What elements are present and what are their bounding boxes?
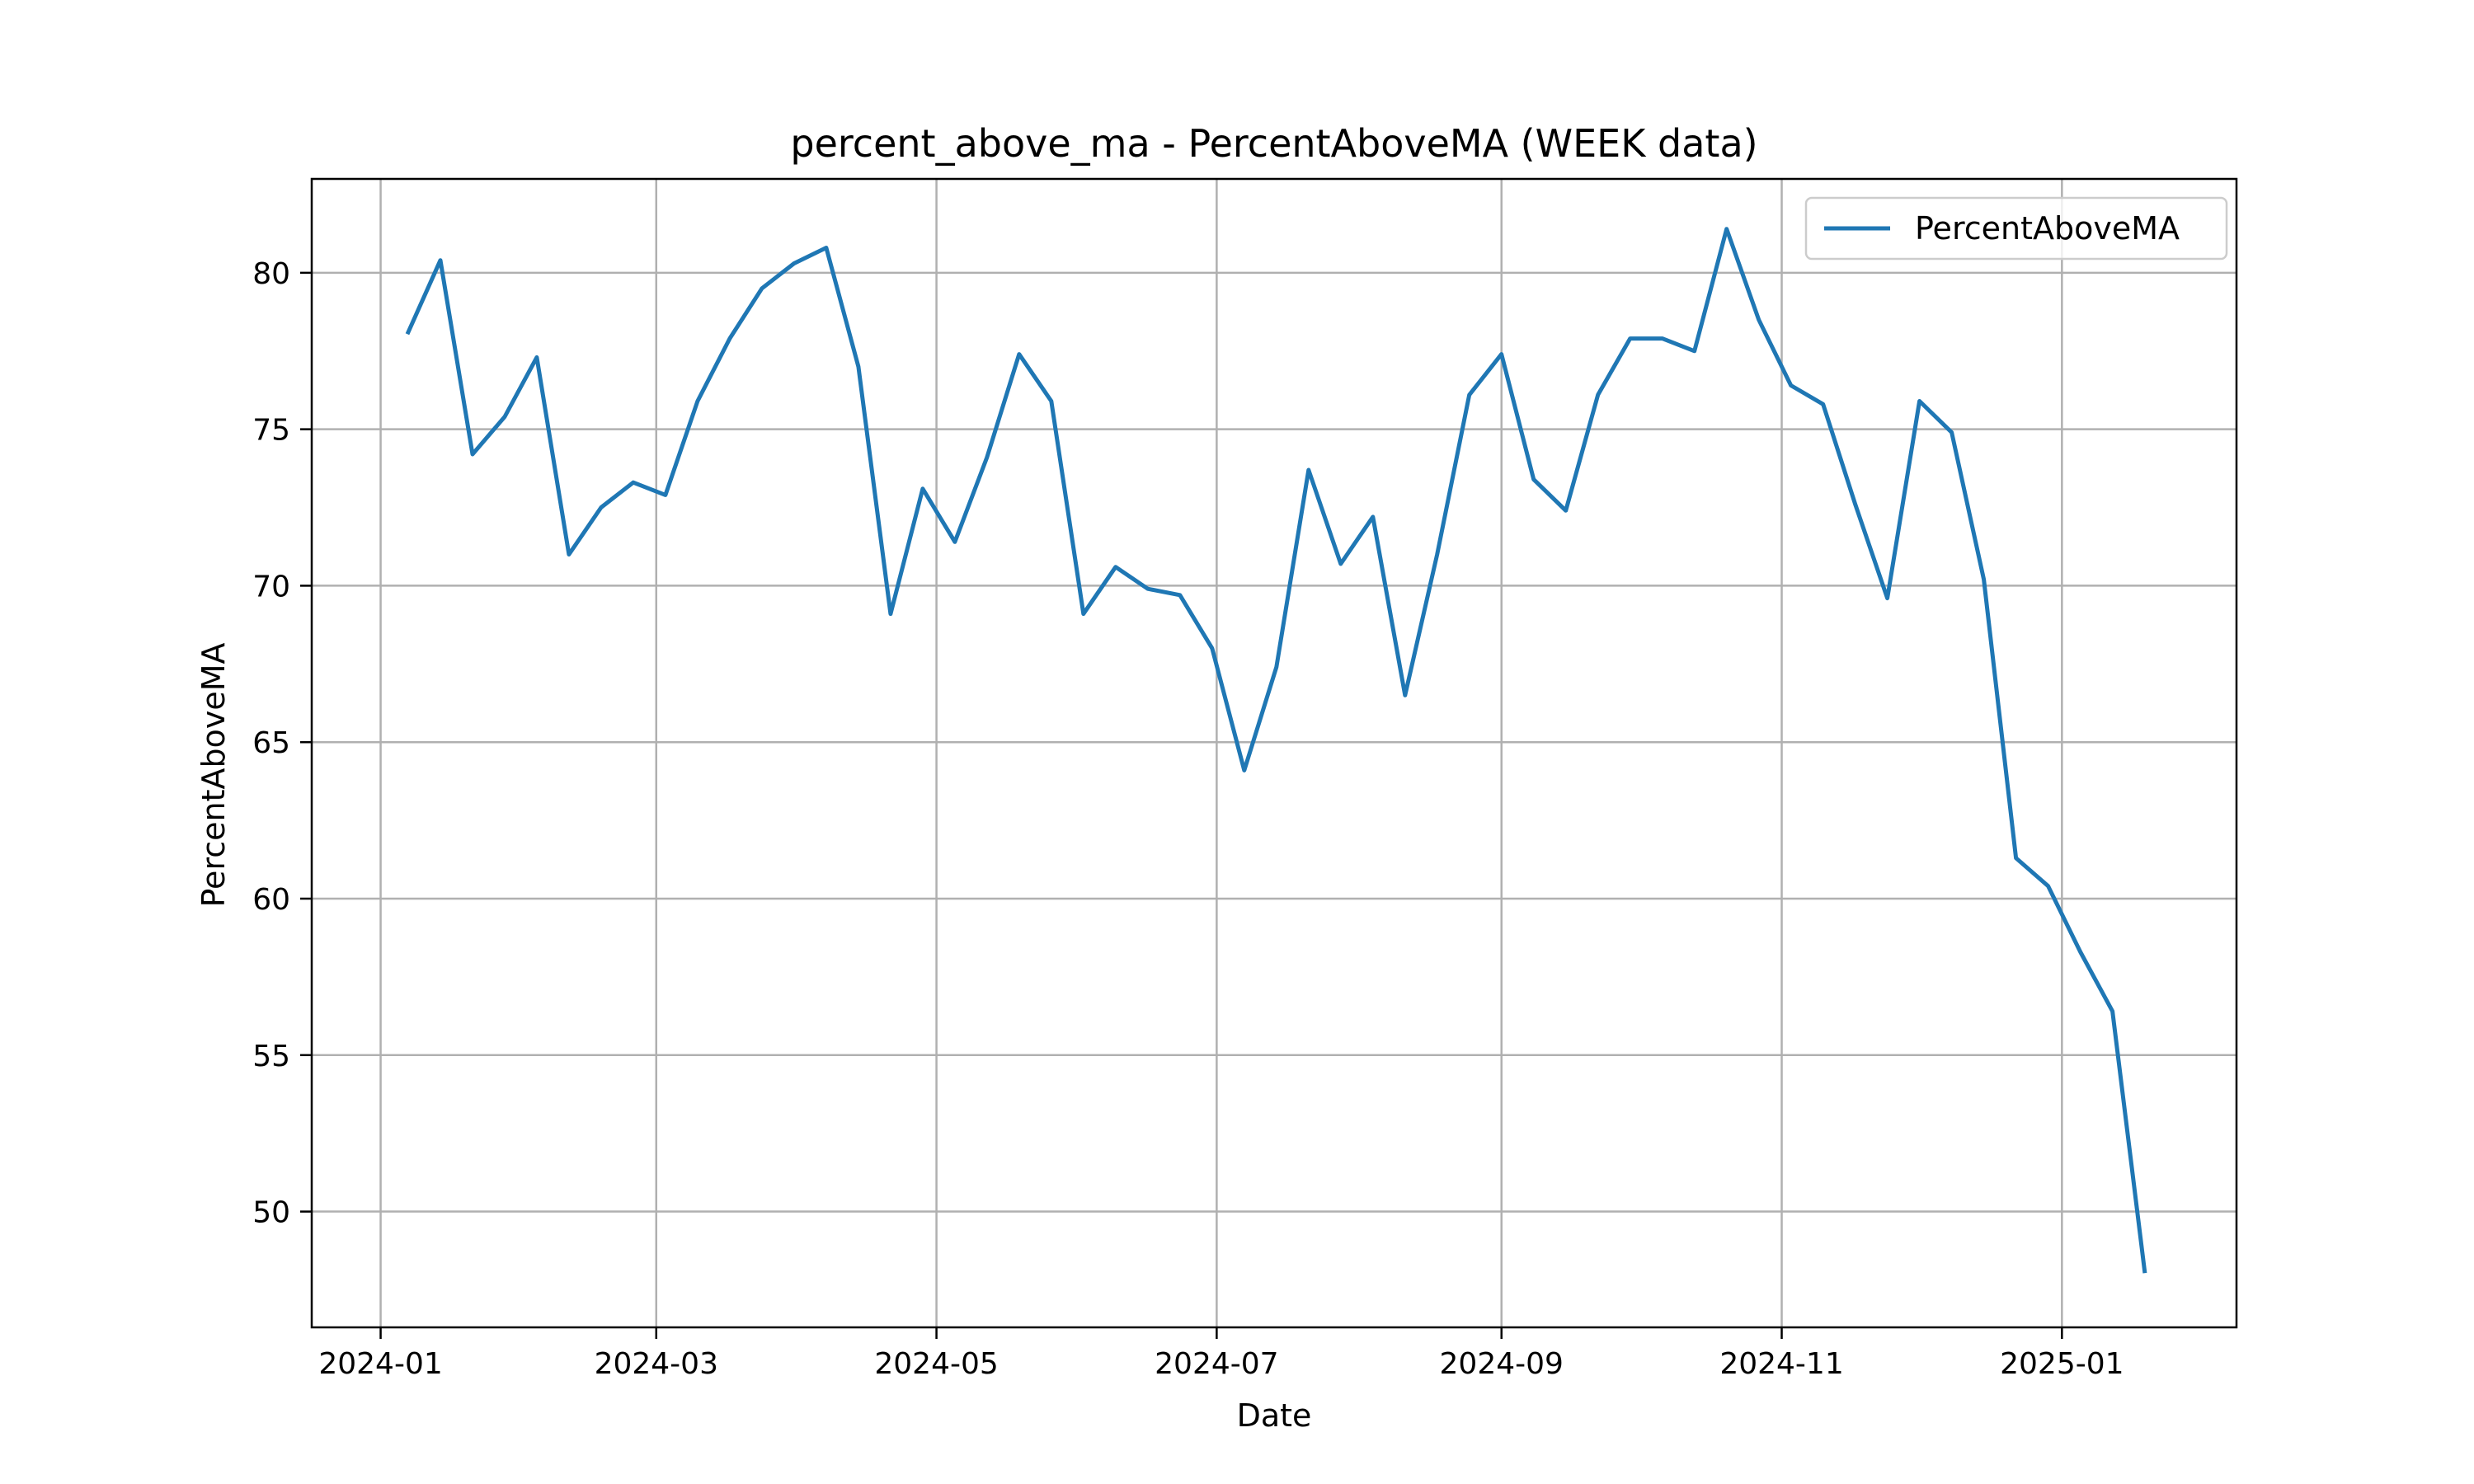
x-tick-label: 2024-09: [1440, 1347, 1564, 1381]
y-tick-label: 65: [252, 726, 290, 760]
legend-label: PercentAboveMA: [1915, 210, 2180, 247]
y-tick-label: 60: [252, 883, 290, 917]
y-tick-label: 80: [252, 257, 290, 291]
grid-lines: [312, 179, 2236, 1327]
y-tick-label: 50: [252, 1196, 290, 1230]
x-tick-label: 2024-01: [318, 1347, 442, 1381]
plot-frame: [310, 177, 2238, 1329]
legend: PercentAboveMA: [1804, 196, 2228, 261]
x-axis-ticks: 2024-01 2024-03 2024-05 2024-07 2024-09 2024-…: [318, 1327, 2124, 1381]
y-axis-ticks: 50 55 60 65 70 75 80: [252, 257, 312, 1230]
y-axis-label: PercentAboveMA: [195, 642, 232, 907]
legend-box: [1804, 196, 2228, 261]
x-tick-label: 2024-05: [874, 1347, 998, 1381]
x-tick-label: 2024-03: [595, 1347, 718, 1381]
x-tick-label: 2024-07: [1155, 1347, 1278, 1381]
series-line: [405, 227, 2147, 1274]
series-layer: [405, 227, 2147, 1274]
chart-title: percent_above_ma - PercentAboveMA (WEEK …: [790, 121, 1757, 166]
y-tick-label: 75: [252, 414, 290, 448]
x-tick-label: 2025-01: [2000, 1347, 2124, 1381]
y-tick-label: 55: [252, 1040, 290, 1073]
x-tick-label: 2024-11: [1719, 1347, 1843, 1381]
x-axis-label: Date: [1237, 1397, 1312, 1434]
y-tick-label: 70: [252, 570, 290, 603]
